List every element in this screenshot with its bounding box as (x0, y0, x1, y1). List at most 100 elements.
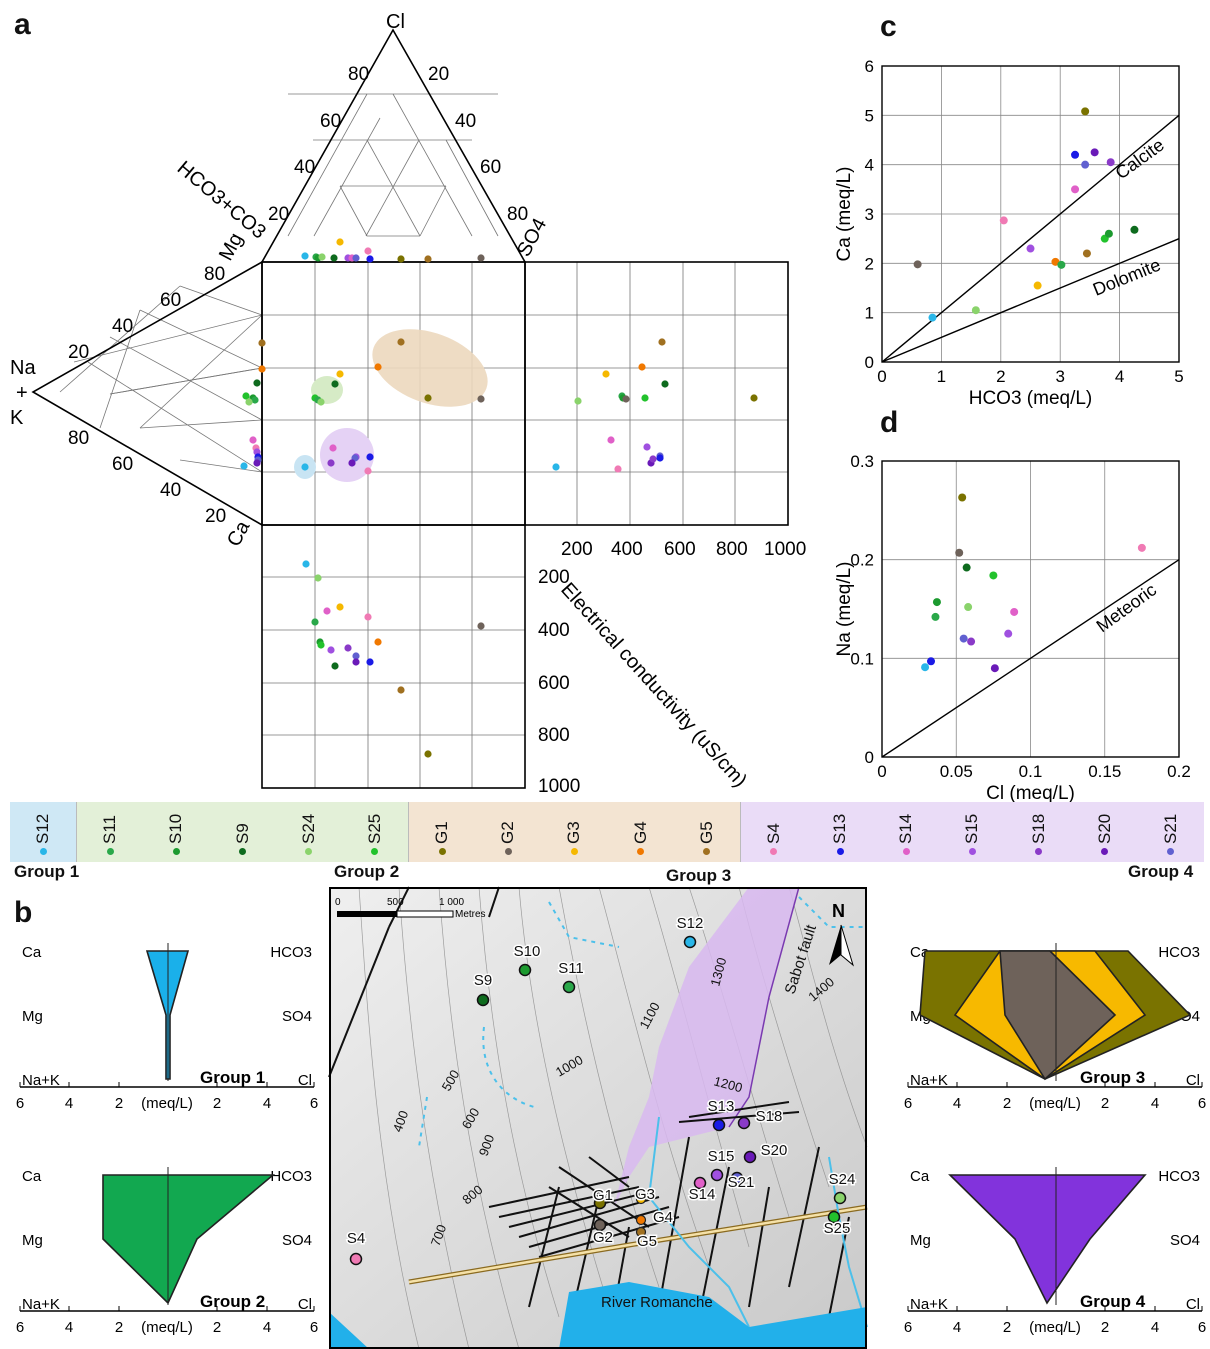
legend-item-label: S10 (166, 813, 186, 844)
y-tick-label: 3 (865, 205, 874, 224)
piper-point-G1 (750, 394, 758, 402)
site-marker-S15 (710, 1168, 724, 1182)
y-tick-label: 0 (865, 353, 874, 372)
ec-right-tick-3: 800 (716, 539, 748, 560)
ec-right-grid (525, 262, 788, 525)
legend-item-swatch (902, 848, 910, 855)
panel-label-d: d (880, 406, 899, 439)
piper-point-S24 (317, 398, 325, 406)
stiff-tick-label: 4 (953, 1095, 961, 1112)
piper-point-S18 (344, 644, 352, 652)
piper-tick-6: 60 (480, 157, 501, 178)
y-tick-label: 0.2 (850, 551, 874, 570)
stiff-group-2: Ca HCO3 Mg SO4 Na+K Cl 6 4 2 2 4 6 (meq/L) Group 2 (16, 1167, 318, 1336)
legend-item-swatch (438, 848, 446, 855)
legend-item-swatch (39, 848, 47, 855)
legend-item-label: S18 (1028, 813, 1048, 844)
piper-point-S25 (242, 392, 250, 400)
x-tick-label: 3 (1055, 367, 1064, 386)
y-tick-label: 4 (865, 156, 874, 175)
piper-point-S20 (348, 459, 356, 467)
piper-point-G5 (397, 686, 405, 694)
reference-label-meteoric: Meteoric (1093, 579, 1161, 636)
stiff-left-label: Mg (910, 1232, 931, 1249)
piper-point-G2 (477, 622, 485, 630)
ec-bottom-tick-2: 600 (538, 673, 570, 694)
streams (418, 896, 868, 1328)
scale-bar: 0 500 1 000 Metres (335, 897, 486, 920)
point-S4 (1137, 543, 1146, 552)
piper-point-S18 (327, 459, 335, 467)
scale-500: 500 (387, 897, 404, 908)
stiff-title: Group 1 (200, 1068, 265, 1087)
legend-group-3: G1 G2 G3 G4 G5 (408, 802, 740, 862)
panel-label-b: b (14, 896, 33, 929)
site-marker-S12 (683, 935, 697, 949)
point-S24 (971, 306, 980, 315)
piper-point-G1 (397, 255, 405, 263)
stiff-tick-label: 2 (213, 1095, 221, 1112)
piper-diagram: Cl SO4 HCO3+CO3 Mg Ca Na + K Electrical co… (10, 11, 806, 797)
piper-point-S25 (641, 394, 649, 402)
x-axis-label: Cl (meq/L) (986, 783, 1075, 804)
piper-point-S4 (364, 467, 372, 475)
legend-item-S11: S11 (77, 802, 143, 862)
legend-item-G5: G5 (674, 802, 740, 862)
plot-frame (881, 65, 1180, 363)
piper-tick-13: 40 (160, 480, 181, 501)
nak-line: + (16, 382, 28, 404)
site-label-G4: G4 (653, 1209, 673, 1226)
point-S14 (1071, 185, 1080, 194)
piper-tick-4: 20 (428, 64, 449, 85)
legend-item-G2: G2 (475, 802, 541, 862)
piper-point-S24 (574, 397, 582, 405)
piper-point-S9 (330, 254, 338, 262)
point-S9 (1130, 225, 1139, 234)
ec-bottom-tick-3: 800 (538, 725, 570, 746)
cation-label-ca: Ca (223, 517, 255, 551)
point-G5 (1082, 249, 1091, 258)
piper-points (240, 238, 758, 758)
piper-tick-labels: 80 60 40 20 20 40 60 80 60 40 20 80 60 40 20 80 200 400 60… (68, 64, 806, 797)
piper-point-S11 (311, 618, 319, 626)
ec-right-tick-4: 1000 (764, 539, 806, 560)
piper-tick-2: 40 (294, 157, 315, 178)
legend-item-swatch (172, 848, 180, 855)
legend-item-label: S14 (896, 813, 916, 844)
point-S20 (1090, 148, 1099, 157)
legend-item-S4: S4 (741, 802, 807, 862)
piper-tick-1: 60 (320, 111, 341, 132)
site-marker-G5 (635, 1226, 647, 1238)
na-cl-chart: 0 0.05 0.1 0.15 0.2 0 0.1 0.2 0.3 Meteoric Cl (meq… (834, 452, 1191, 804)
piper-tick-14: 20 (205, 506, 226, 527)
legend-item-swatch (106, 848, 114, 855)
site-label-G1: G1 (593, 1187, 613, 1204)
point-S15 (1004, 629, 1013, 638)
river-label: River Romanche (601, 1294, 713, 1311)
piper-point-S9 (661, 380, 669, 388)
central-square-grid (262, 262, 525, 525)
legend-item-S14: S14 (873, 802, 939, 862)
piper-tick-3: 20 (268, 204, 289, 225)
point-S11 (931, 612, 940, 621)
piper-point-S25 (317, 641, 325, 649)
legend-item-swatch (1167, 848, 1175, 855)
piper-point-S4 (614, 465, 622, 473)
cation-triangle (59, 285, 263, 473)
legend-item-S10: S10 (143, 802, 209, 862)
legend-item-label: G5 (696, 821, 716, 844)
stiff-tick-label: 2 (115, 1319, 123, 1336)
piper-point-G5 (397, 338, 405, 346)
point-S9 (962, 563, 971, 572)
legend-item-S15: S15 (939, 802, 1005, 862)
point-S13 (1071, 150, 1080, 159)
legend-item-swatch (836, 848, 844, 855)
site-marker-S18 (737, 1116, 751, 1130)
legend-item-label: G3 (564, 821, 584, 844)
legend-item-swatch (703, 848, 711, 855)
central-square-frame (261, 261, 526, 526)
stiff-tick-label: 6 (310, 1095, 318, 1112)
piper-point-S4 (364, 613, 372, 621)
piper-point-S14 (323, 607, 331, 615)
point-S15 (1026, 244, 1035, 253)
